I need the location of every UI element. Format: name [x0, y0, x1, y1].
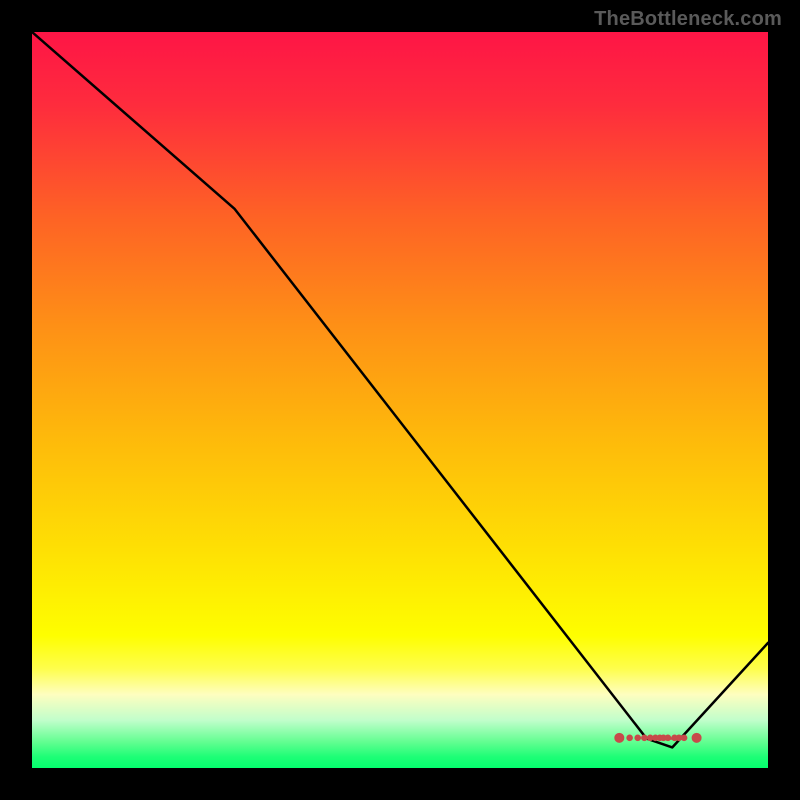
- chart-overlay: [32, 32, 768, 768]
- marker-dot: [635, 735, 641, 741]
- marker-dot: [627, 735, 633, 741]
- marker-dot: [692, 733, 701, 742]
- main-line: [32, 32, 768, 747]
- chart-container: TheBottleneck.com: [0, 0, 800, 800]
- marker-dot: [681, 735, 687, 741]
- marker-dot: [642, 735, 648, 741]
- watermark-text: TheBottleneck.com: [594, 8, 782, 31]
- marker-dot: [615, 733, 624, 742]
- plot-area: [32, 32, 768, 768]
- markers-group: [615, 733, 701, 742]
